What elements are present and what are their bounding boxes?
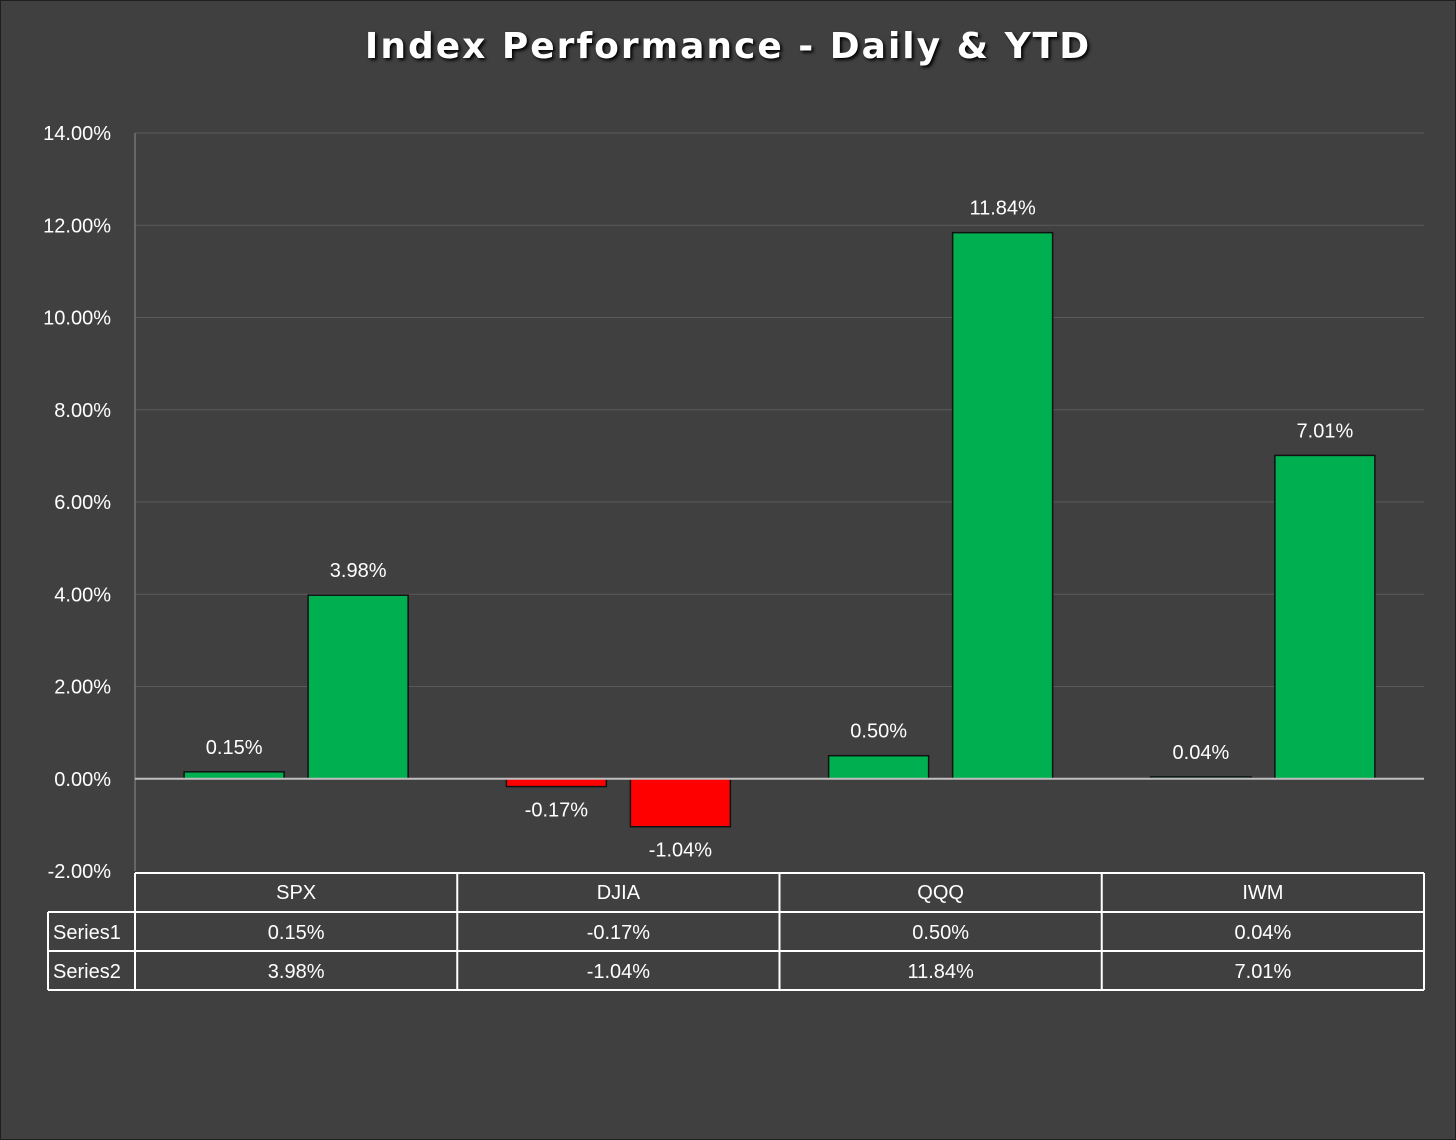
bar-series2-djia: [629, 778, 732, 828]
data-label: -1.04%: [649, 840, 713, 862]
bar-series2-qqq: [951, 231, 1054, 780]
data-label: 0.04%: [1173, 742, 1230, 764]
data-label: -0.17%: [525, 800, 589, 822]
table-cell: 0.15%: [268, 922, 325, 944]
x-category-label: QQQ: [917, 882, 964, 904]
y-tick-label: 12.00%: [43, 215, 111, 237]
y-tick-label: 2.00%: [54, 677, 111, 699]
table-cell: 3.98%: [268, 961, 325, 983]
y-tick-label: 10.00%: [43, 308, 111, 330]
x-category-label: SPX: [276, 882, 316, 904]
data-label: 0.15%: [206, 737, 263, 759]
data-label: 11.84%: [969, 198, 1036, 220]
bar-series2-spx: [307, 594, 409, 780]
y-tick-label: 6.00%: [54, 492, 111, 514]
chart-title: Index Performance - Daily & YTD: [364, 26, 1092, 67]
bar-series1-spx: [183, 771, 285, 780]
y-tick-label: 4.00%: [54, 584, 111, 606]
x-category-label: IWM: [1242, 882, 1283, 904]
table-cell: -1.04%: [587, 961, 651, 983]
table-cell: 0.50%: [912, 922, 969, 944]
table-cell: 11.84%: [907, 961, 974, 983]
table-series-name: Series2: [53, 961, 121, 983]
table-series-name: Series1: [53, 922, 121, 944]
table-cell: 0.04%: [1235, 922, 1292, 944]
bar-series2-iwm: [1274, 454, 1376, 780]
data-label: 7.01%: [1297, 420, 1354, 442]
y-tick-label: 8.00%: [54, 400, 111, 422]
data-label: 3.98%: [330, 560, 387, 582]
bar-series1-djia: [505, 778, 608, 788]
y-tick-label: -2.00%: [48, 861, 112, 883]
bar-series1-qqq: [827, 754, 930, 780]
x-category-label: DJIA: [597, 882, 641, 904]
y-tick-label: 0.00%: [54, 769, 111, 791]
data-label: 0.50%: [850, 721, 907, 743]
table-cell: 7.01%: [1235, 961, 1292, 983]
table-cell: -0.17%: [587, 922, 651, 944]
y-tick-label: 14.00%: [43, 123, 111, 145]
